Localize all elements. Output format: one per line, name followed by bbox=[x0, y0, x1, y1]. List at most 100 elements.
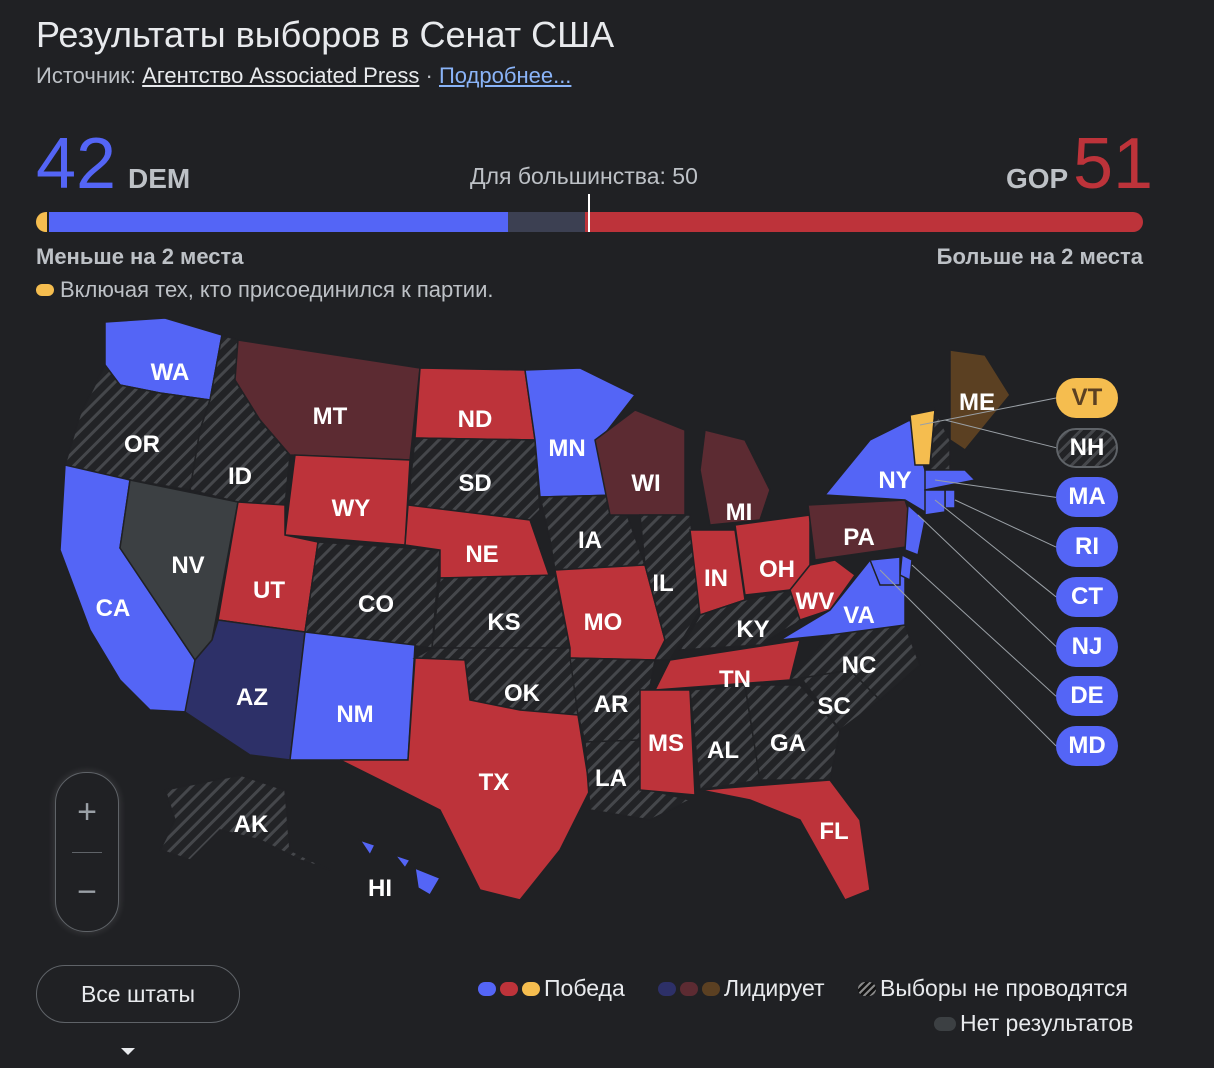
state-hi[interactable] bbox=[414, 866, 442, 897]
state-ri[interactable] bbox=[944, 489, 956, 509]
state-mi[interactable] bbox=[699, 429, 771, 526]
dem-change-note: Меньше на 2 места bbox=[36, 244, 244, 269]
majority-marker bbox=[588, 194, 590, 232]
state-label-ga: GA bbox=[770, 730, 806, 757]
callout-line bbox=[879, 569, 1057, 747]
source-prefix: Источник: bbox=[36, 63, 143, 88]
state-label-sc: SC bbox=[817, 693, 850, 720]
independent-note-text: Включая тех, кто присоединился к партии. bbox=[60, 277, 494, 302]
state-ak[interactable] bbox=[158, 774, 331, 871]
callout-line bbox=[911, 564, 1057, 697]
zoom-in-button[interactable]: + bbox=[77, 793, 97, 831]
state-badge-md[interactable]: MD bbox=[1056, 725, 1118, 766]
state-label-mn: MN bbox=[548, 435, 585, 462]
state-badge-vt[interactable]: VT bbox=[1056, 378, 1118, 418]
source-line: Источник: Агентство Associated Press · П… bbox=[36, 63, 571, 89]
all-states-button[interactable]: Все штаты bbox=[36, 965, 240, 1023]
callout-line bbox=[954, 499, 1057, 548]
state-label-wi: WI bbox=[631, 470, 660, 497]
state-label-al: AL bbox=[707, 737, 739, 764]
state-label-ut: UT bbox=[253, 577, 285, 604]
ind-segment bbox=[36, 212, 47, 232]
state-label-ky: KY bbox=[736, 616, 769, 643]
state-label-ok: OK bbox=[504, 680, 541, 707]
state-de[interactable] bbox=[899, 553, 913, 582]
state-label-oh: OH bbox=[759, 556, 795, 583]
legend-lead-text: Лидирует bbox=[724, 975, 825, 1001]
state-label-hi: HI bbox=[368, 875, 392, 902]
more-link[interactable]: Подробнее... bbox=[438, 63, 572, 88]
state-badge-ma[interactable]: MA bbox=[1056, 477, 1118, 518]
state-label-pa: PA bbox=[843, 524, 875, 551]
state-md[interactable] bbox=[868, 556, 901, 586]
undecided-segment bbox=[508, 212, 586, 232]
callout-line bbox=[919, 397, 1057, 426]
state-label-nc: NC bbox=[842, 652, 877, 679]
zoom-control: + − bbox=[55, 772, 119, 932]
state-badge-ct[interactable]: CT bbox=[1056, 576, 1118, 617]
state-label-nm: NM bbox=[336, 701, 373, 728]
state-nj[interactable] bbox=[904, 503, 926, 557]
caret-down-icon[interactable] bbox=[121, 1048, 135, 1055]
state-label-id: ID bbox=[228, 463, 252, 490]
hatch-icon bbox=[858, 981, 876, 996]
state-label-wy: WY bbox=[332, 495, 371, 522]
state-label-ks: KS bbox=[487, 609, 520, 636]
majority-threshold: Для большинства: 50 bbox=[470, 163, 698, 189]
legend-no-results: Нет результатов bbox=[934, 1010, 1133, 1037]
state-label-nd: ND bbox=[458, 406, 493, 433]
source-link[interactable]: Агентство Associated Press bbox=[142, 63, 420, 88]
gop-segment bbox=[585, 212, 1143, 232]
state-badge-nh[interactable]: NH bbox=[1056, 427, 1118, 468]
state-label-co: CO bbox=[358, 591, 394, 618]
state-label-la: LA bbox=[595, 765, 627, 792]
state-label-fl: FL bbox=[819, 818, 848, 845]
state-ga[interactable] bbox=[744, 684, 841, 781]
zoom-out-button[interactable]: − bbox=[77, 873, 97, 911]
state-label-wv: WV bbox=[796, 588, 835, 615]
state-label-wa: WA bbox=[151, 359, 190, 386]
state-label-me: ME bbox=[959, 389, 995, 416]
state-ct[interactable] bbox=[924, 489, 946, 516]
state-label-az: AZ bbox=[236, 684, 268, 711]
state-hi[interactable] bbox=[392, 853, 412, 870]
state-label-in: IN bbox=[704, 565, 728, 592]
state-ma[interactable] bbox=[924, 469, 977, 491]
legend-lead: Лидирует bbox=[658, 975, 825, 1002]
legend-no-results-text: Нет результатов bbox=[960, 1010, 1134, 1036]
us-map[interactable]: WA OR CA NV ID MT WY UT AZ CO NM ND SD NE KS OK TX MN IA MO… bbox=[0, 300, 1214, 940]
independent-dot bbox=[36, 284, 54, 296]
state-badge-de[interactable]: DE bbox=[1056, 676, 1118, 717]
callout-line bbox=[934, 499, 1057, 598]
state-label-ar: AR bbox=[594, 691, 629, 718]
callout-line bbox=[934, 479, 1057, 498]
state-badge-ri[interactable]: RI bbox=[1056, 527, 1118, 568]
legend-no-election: Выборы не проводятся bbox=[858, 975, 1128, 1002]
state-label-mo: MO bbox=[584, 609, 623, 636]
state-badge-nj[interactable]: NJ bbox=[1056, 626, 1118, 667]
state-nm[interactable] bbox=[289, 631, 416, 761]
callout-line bbox=[917, 514, 1057, 647]
state-wi[interactable] bbox=[594, 409, 686, 516]
state-label-sd: SD bbox=[458, 470, 491, 497]
seat-bar bbox=[36, 212, 1143, 232]
state-label-ia: IA bbox=[578, 527, 602, 554]
state-label-ne: NE bbox=[465, 541, 498, 568]
state-tx[interactable] bbox=[339, 657, 591, 901]
dem-seat-count: 42 bbox=[36, 124, 117, 204]
state-label-il: IL bbox=[652, 570, 673, 597]
state-label-tx: TX bbox=[479, 769, 510, 796]
state-label-va: VA bbox=[843, 602, 875, 629]
state-label-ms: MS bbox=[648, 730, 684, 757]
state-hi[interactable] bbox=[358, 838, 377, 857]
page-title: Результаты выборов в Сенат США bbox=[36, 14, 615, 55]
state-sd[interactable] bbox=[407, 437, 541, 521]
state-label-ny: NY bbox=[878, 467, 911, 494]
gop-label: GOP bbox=[1006, 163, 1069, 194]
independent-note: Включая тех, кто присоединился к партии. bbox=[36, 277, 493, 303]
state-fl[interactable] bbox=[699, 779, 871, 901]
state-ms[interactable] bbox=[639, 689, 696, 796]
dem-segment bbox=[46, 212, 509, 232]
state-wv[interactable] bbox=[789, 559, 857, 621]
state-label-ak: AK bbox=[234, 811, 269, 838]
